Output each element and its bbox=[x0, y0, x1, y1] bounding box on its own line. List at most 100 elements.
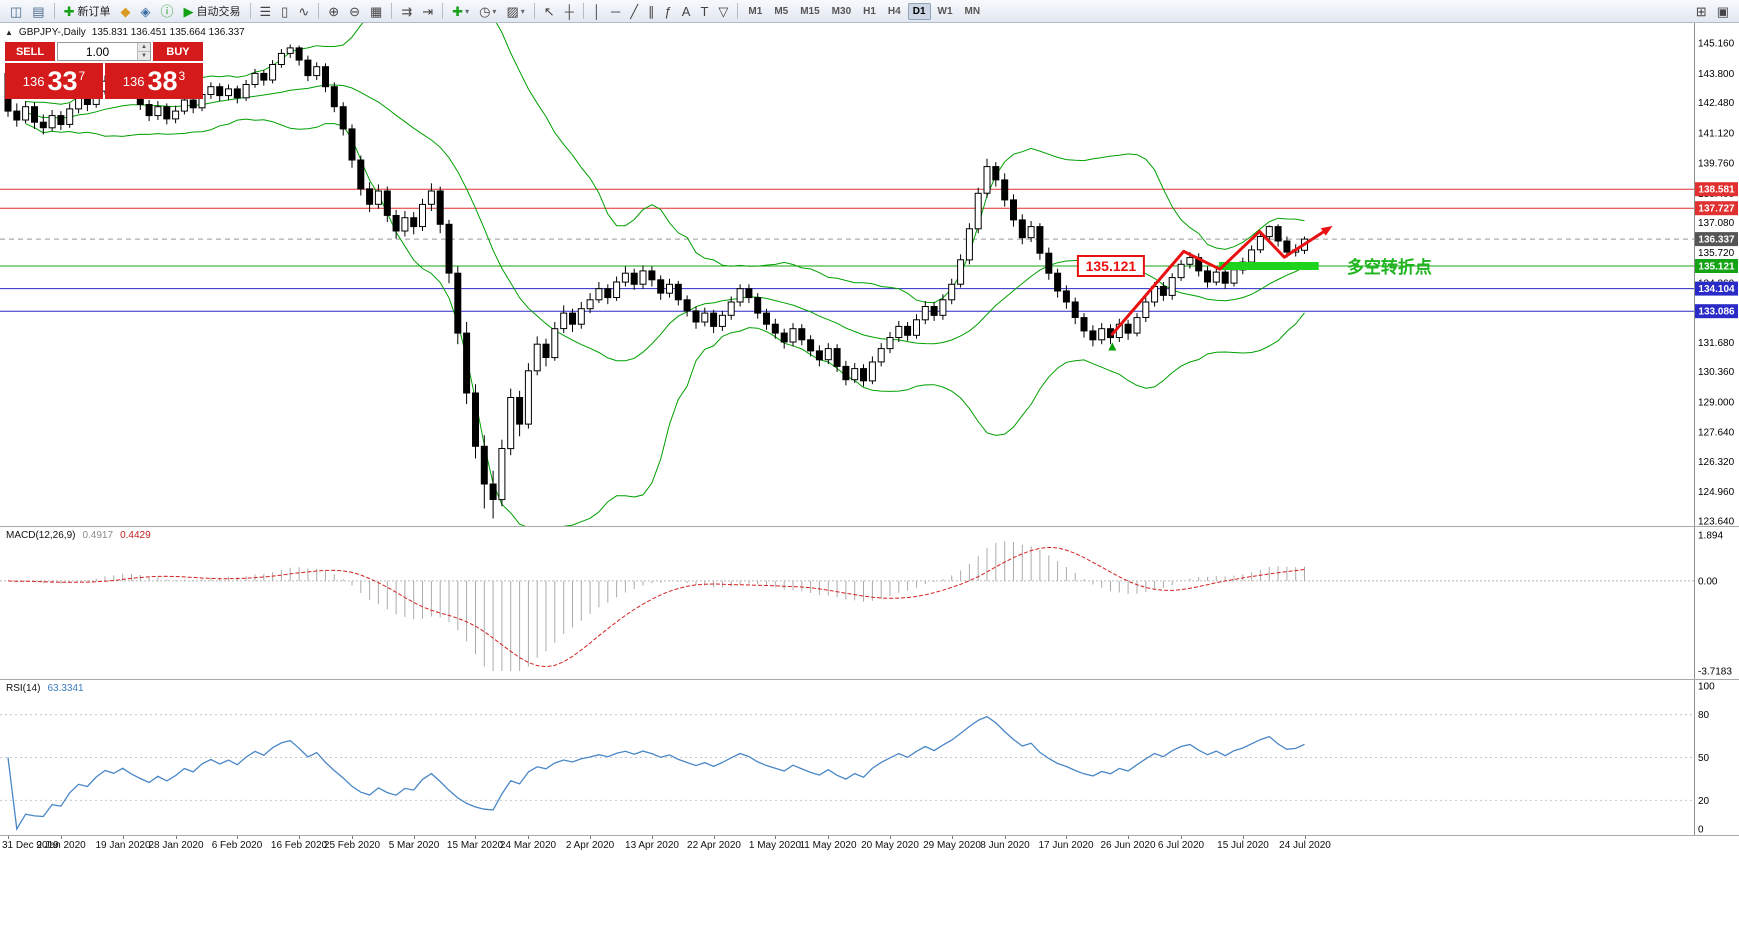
navigator-button[interactable]: ◈ bbox=[137, 1, 155, 22]
svg-text:141.120: 141.120 bbox=[1698, 128, 1735, 139]
timeframe-m1-button[interactable]: M1 bbox=[748, 5, 763, 17]
svg-text:135.720: 135.720 bbox=[1698, 248, 1735, 259]
profiles-button[interactable]: ▤ bbox=[28, 1, 48, 22]
price-axis[interactable]: 145.160143.800142.480141.120139.760138.4… bbox=[1694, 23, 1739, 526]
rsi-canvas[interactable]: 100 80 50 20 0 bbox=[0, 680, 1739, 835]
cursor-button[interactable]: ↖ bbox=[540, 1, 559, 22]
svg-text:142.480: 142.480 bbox=[1698, 98, 1735, 109]
pane-splitter[interactable] bbox=[0, 835, 1739, 836]
price-chart-pane[interactable]: 135.121 多空转折点 145.160 143.800 142.480 141.120… bbox=[0, 23, 1739, 526]
vertical-line-button[interactable]: │ bbox=[589, 1, 605, 22]
symbol-search-button[interactable]: ⊞ bbox=[1692, 1, 1711, 22]
rsi-title: RSI(14) bbox=[6, 683, 41, 694]
date-label: 13 Apr 2020 bbox=[625, 840, 679, 851]
toolbar-separator bbox=[249, 3, 251, 19]
macd-canvas[interactable]: 1.894 0.00 -3.7183 bbox=[0, 527, 1739, 679]
rsi-pane[interactable]: 100 80 50 20 0 RSI(14) 63.3341 bbox=[0, 680, 1739, 835]
date-tick bbox=[1243, 836, 1244, 839]
sell-button[interactable]: SELL bbox=[5, 42, 55, 61]
zoom-out-button[interactable]: ⊖ bbox=[345, 1, 364, 22]
data-window-icon: ⓘ bbox=[160, 3, 174, 19]
svg-text:0.00: 0.00 bbox=[1698, 576, 1718, 587]
chart-annotations[interactable]: 135.121 多空转折点 bbox=[1076, 226, 1432, 351]
new-chart-icon: ◫ bbox=[10, 3, 23, 19]
bar-chart-button[interactable]: ☰ bbox=[256, 1, 276, 22]
timeframe-mn-button[interactable]: MN bbox=[964, 5, 981, 17]
templates-button[interactable]: ▨ ▾ bbox=[502, 1, 528, 22]
templates-icon: ▨ bbox=[506, 3, 519, 19]
volume-down-button[interactable]: ▼ bbox=[137, 52, 150, 60]
candlestick-chart-icon: ▯ bbox=[281, 3, 289, 19]
date-tick bbox=[8, 836, 9, 839]
date-label: 16 Feb 2020 bbox=[270, 840, 328, 851]
fibonacci-button[interactable]: ƒ bbox=[661, 1, 676, 22]
one-click-panel-toggle[interactable]: ▲ bbox=[5, 28, 13, 37]
date-label: 24 Jul 2020 bbox=[1279, 840, 1331, 851]
candlestick-chart-button[interactable]: ▯ bbox=[277, 1, 292, 22]
shapes-button[interactable]: ▽ bbox=[714, 1, 732, 22]
candlesticks bbox=[4, 44, 1308, 519]
date-label: 2 Apr 2020 bbox=[565, 840, 615, 851]
toolbar-separator bbox=[533, 3, 535, 19]
sell-price-display[interactable]: 136 33 7 bbox=[5, 63, 103, 99]
periods-button[interactable]: ◷ ▾ bbox=[475, 1, 500, 22]
support-zone-bar bbox=[1219, 262, 1319, 270]
tile-windows-button[interactable]: ▦ bbox=[366, 1, 386, 22]
svg-text:139.760: 139.760 bbox=[1698, 159, 1735, 170]
new-order-button[interactable]: ✚ 新订单 bbox=[60, 1, 115, 22]
macd-pane[interactable]: 1.894 0.00 -3.7183 MACD(12,26,9) 0.4917 0.44… bbox=[0, 527, 1739, 679]
label-button[interactable]: T bbox=[696, 1, 712, 22]
price-chart-canvas[interactable]: 135.121 多空转折点 145.160 143.800 142.480 141.120… bbox=[0, 23, 1739, 526]
crosshair-button[interactable]: ┼ bbox=[561, 1, 578, 22]
timeframe-w1-button[interactable]: W1 bbox=[937, 5, 953, 17]
text-icon: A bbox=[681, 3, 691, 19]
volume-input[interactable] bbox=[58, 43, 137, 60]
data-window-button[interactable]: ⓘ bbox=[157, 1, 178, 22]
horizontal-line-icon: ─ bbox=[611, 3, 621, 19]
chart-shift-button[interactable]: ⇥ bbox=[418, 1, 437, 22]
buy-price-display[interactable]: 136 38 3 bbox=[105, 63, 203, 99]
window-list-button[interactable]: ▣ bbox=[1713, 1, 1733, 22]
svg-text:50: 50 bbox=[1698, 753, 1710, 764]
price-axis[interactable]: 1.894 0.00 -3.7183 bbox=[1694, 527, 1739, 679]
price-axis[interactable]: 100 80 50 20 0 bbox=[1694, 680, 1739, 835]
date-label: 20 May 2020 bbox=[861, 840, 919, 851]
auto-trading-button[interactable]: ▶ 自动交易 bbox=[180, 1, 245, 22]
volume-up-button[interactable]: ▲ bbox=[137, 43, 150, 52]
time-axis[interactable]: 31 Dec 2019 9 Jan 2020 19 Jan 2020 28 Jan 2… bbox=[0, 836, 1739, 856]
timeframe-m15-button[interactable]: M15 bbox=[800, 5, 820, 17]
trend-zigzag-arrow bbox=[1110, 227, 1329, 336]
buy-button[interactable]: BUY bbox=[153, 42, 203, 61]
timeframe-h1-button[interactable]: H1 bbox=[863, 5, 876, 17]
pane-splitter[interactable] bbox=[0, 679, 1739, 680]
indicators-button[interactable]: ✚ ▾ bbox=[448, 1, 473, 22]
date-tick bbox=[1066, 836, 1067, 839]
timeframe-d1-button[interactable]: D1 bbox=[907, 2, 931, 20]
line-chart-button[interactable]: ∿ bbox=[294, 1, 313, 22]
zoom-in-button[interactable]: ⊕ bbox=[324, 1, 343, 22]
trendline-button[interactable]: ╱ bbox=[626, 1, 642, 22]
new-chart-button[interactable]: ◫ bbox=[6, 1, 26, 22]
date-label: 6 Feb 2020 bbox=[211, 840, 263, 851]
auto-scroll-button[interactable]: ⇉ bbox=[397, 1, 416, 22]
vertical-line-icon: │ bbox=[592, 3, 601, 19]
date-label: 19 Jan 2020 bbox=[95, 840, 151, 851]
timeframe-m30-button[interactable]: M30 bbox=[831, 5, 852, 17]
toolbar-separator bbox=[391, 3, 393, 19]
channel-button[interactable]: ∥ bbox=[644, 1, 659, 22]
timeframe-h4-button[interactable]: H4 bbox=[887, 5, 901, 17]
toolbar-separator bbox=[582, 3, 584, 19]
svg-text:135.121: 135.121 bbox=[1698, 262, 1735, 273]
timeframe-m5-button[interactable]: M5 bbox=[774, 5, 789, 17]
horizontal-line-button[interactable]: ─ bbox=[607, 1, 624, 22]
date-tick bbox=[714, 836, 715, 839]
periods-icon: ◷ bbox=[479, 3, 491, 19]
bottom-empty-area bbox=[0, 856, 1739, 942]
date-tick bbox=[299, 836, 300, 839]
svg-text:138.581: 138.581 bbox=[1698, 185, 1735, 196]
pane-splitter[interactable] bbox=[0, 526, 1739, 527]
text-button[interactable]: A bbox=[678, 1, 695, 22]
toolbar-right: ⊞ ▣ bbox=[1691, 1, 1734, 22]
cursor-icon: ↖ bbox=[543, 3, 555, 19]
market-watch-button[interactable]: ◆ bbox=[117, 1, 135, 22]
